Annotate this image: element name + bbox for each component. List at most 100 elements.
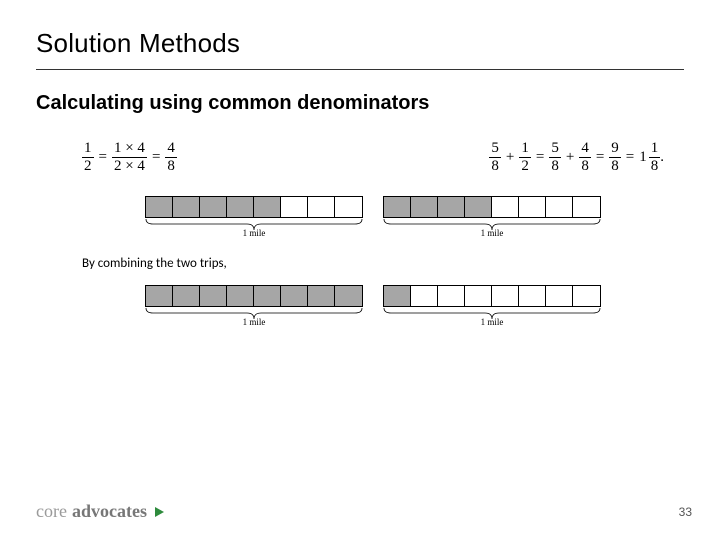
denominator: 2 × 4 <box>112 157 147 174</box>
fraction: 9 8 <box>609 141 621 174</box>
equation-row: 1 2 = 1 × 4 2 × 4 = 4 8 5 8 <box>82 141 664 174</box>
bar-cell <box>519 197 546 217</box>
numerator: 5 <box>489 141 501 157</box>
bar-group: 1 mile <box>145 196 363 238</box>
bar-cell <box>146 286 173 306</box>
logo-advocates-text: advocates <box>72 501 147 522</box>
numerator: 4 <box>165 141 177 157</box>
bars-row-1: 1 mile 1 mile <box>82 196 664 238</box>
fraction: 1 2 <box>519 141 531 174</box>
title-underline <box>36 69 684 70</box>
denominator: 8 <box>609 157 621 174</box>
denominator: 2 <box>82 157 94 174</box>
fraction: 1 8 <box>649 141 661 174</box>
combine-text: By combining the two trips, <box>82 256 664 271</box>
bar-cell <box>308 286 335 306</box>
numerator: 1 × 4 <box>112 141 147 157</box>
brace: 1 mile <box>145 307 363 327</box>
fraction-bar <box>383 285 601 307</box>
bar-group: 1 mile <box>383 285 601 327</box>
logo: core advocates <box>36 501 164 522</box>
brace: 1 mile <box>383 218 601 238</box>
bar-cell <box>335 197 362 217</box>
play-icon <box>155 507 164 517</box>
denominator: 2 <box>519 157 531 174</box>
bar-cell <box>254 286 281 306</box>
bar-cell <box>227 286 254 306</box>
bar-cell <box>200 286 227 306</box>
slide-title: Solution Methods <box>36 28 684 59</box>
bar-cell <box>411 286 438 306</box>
bar-cell <box>411 197 438 217</box>
bar-cell <box>227 197 254 217</box>
bar-group: 1 mile <box>383 196 601 238</box>
bar-cell <box>465 197 492 217</box>
equals-sign: = <box>596 149 604 166</box>
numerator: 1 <box>82 141 94 157</box>
logo-core-text: core <box>36 501 67 522</box>
brace: 1 mile <box>145 218 363 238</box>
fraction-bar <box>383 196 601 218</box>
bar-cell <box>573 197 600 217</box>
brace-label: 1 mile <box>243 228 266 238</box>
brace: 1 mile <box>383 307 601 327</box>
bar-cell <box>200 197 227 217</box>
bar-cell <box>465 286 492 306</box>
denominator: 8 <box>165 157 177 174</box>
page-number: 33 <box>679 505 692 519</box>
bar-cell <box>281 197 308 217</box>
numerator: 4 <box>579 141 591 157</box>
fraction: 1 2 <box>82 141 94 174</box>
equation-right: 5 8 + 1 2 = 5 8 + 4 8 = <box>489 141 664 174</box>
bar-cell <box>546 197 573 217</box>
bar-cell <box>254 197 281 217</box>
fraction: 4 8 <box>579 141 591 174</box>
bar-cell <box>438 286 465 306</box>
bar-cell <box>573 286 600 306</box>
bar-cell <box>519 286 546 306</box>
equals-sign: = <box>99 149 107 166</box>
bar-cell <box>173 197 200 217</box>
equation-left: 1 2 = 1 × 4 2 × 4 = 4 8 <box>82 141 177 174</box>
bar-cell <box>281 286 308 306</box>
bar-cell <box>335 286 362 306</box>
plus-sign: + <box>566 149 574 166</box>
whole-part: 1 <box>639 149 647 166</box>
bar-cell <box>438 197 465 217</box>
bar-cell <box>492 286 519 306</box>
fraction: 5 8 <box>489 141 501 174</box>
bar-cell <box>546 286 573 306</box>
denominator: 8 <box>649 157 661 174</box>
numerator: 5 <box>549 141 561 157</box>
footer: core advocates 33 <box>36 501 692 522</box>
bar-cell <box>384 197 411 217</box>
fraction: 5 8 <box>549 141 561 174</box>
numerator: 9 <box>609 141 621 157</box>
content-area: 1 2 = 1 × 4 2 × 4 = 4 8 5 8 <box>36 137 684 327</box>
mixed-number: 1 1 8 <box>639 141 660 174</box>
brace-label: 1 mile <box>481 317 504 327</box>
bar-group: 1 mile <box>145 285 363 327</box>
slide: Solution Methods Calculating using commo… <box>0 0 720 540</box>
equals-sign: = <box>152 149 160 166</box>
fraction: 4 8 <box>165 141 177 174</box>
denominator: 8 <box>579 157 591 174</box>
bar-cell <box>384 286 411 306</box>
brace-label: 1 mile <box>481 228 504 238</box>
slide-subtitle: Calculating using common denominators <box>36 92 684 115</box>
fraction-bar <box>145 196 363 218</box>
bar-cell <box>308 197 335 217</box>
fraction-bar <box>145 285 363 307</box>
bar-cell <box>173 286 200 306</box>
denominator: 8 <box>549 157 561 174</box>
numerator: 1 <box>649 141 661 157</box>
bar-cell <box>492 197 519 217</box>
equals-sign: = <box>626 149 634 166</box>
equals-sign: = <box>536 149 544 166</box>
numerator: 1 <box>519 141 531 157</box>
period: . <box>660 149 664 166</box>
bars-row-2: 1 mile 1 mile <box>82 285 664 327</box>
brace-label: 1 mile <box>243 317 266 327</box>
denominator: 8 <box>489 157 501 174</box>
fraction: 1 × 4 2 × 4 <box>112 141 147 174</box>
